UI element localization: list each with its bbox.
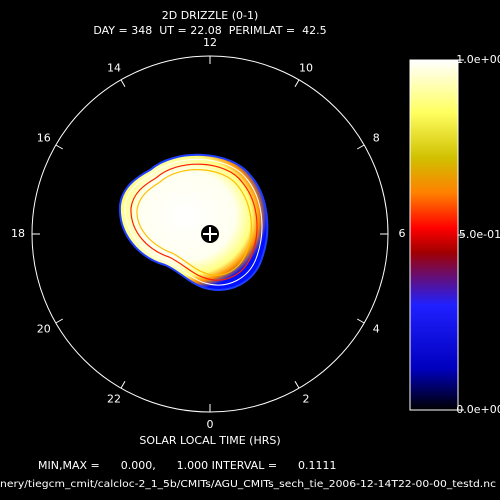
hour-label: 8 — [373, 132, 380, 145]
title: 2D DRIZZLE (0-1) — [162, 9, 259, 22]
hour-label: 2 — [303, 392, 310, 405]
colorbar-label: 5.0e-01 — [459, 228, 500, 241]
colorbar-label: 0.0e+00 — [456, 403, 500, 416]
hour-label: 4 — [373, 323, 380, 336]
pole-cross — [203, 227, 217, 241]
x-label: SOLAR LOCAL TIME (HRS) — [139, 434, 280, 447]
footer: MIN,MAX = 0.000, 1.000 INTERVAL = 0.1111 — [38, 459, 337, 472]
subtitle: DAY = 348 UT = 22.08 PERIMLAT = 42.5 — [93, 24, 326, 37]
file-path: nery/tiegcm_cmit/calcloc-2_1_5b/CMITs/AG… — [0, 479, 496, 490]
hour-label: 0 — [207, 418, 214, 431]
hour-tick — [356, 318, 365, 324]
hour-tick — [55, 318, 64, 324]
hour-tick — [294, 79, 300, 88]
hour-tick — [55, 144, 64, 150]
drizzle-blob — [118, 153, 269, 291]
colorbar-label: 1.0e+00 — [456, 53, 500, 66]
hour-label: 16 — [37, 132, 51, 145]
hour-tick — [120, 380, 126, 389]
hour-label: 6 — [399, 227, 406, 240]
hour-label: 20 — [37, 323, 51, 336]
hour-label: 14 — [107, 62, 121, 75]
hour-label: 10 — [299, 62, 313, 75]
hour-tick — [294, 380, 300, 389]
colorbar — [409, 59, 459, 411]
hour-tick — [120, 79, 126, 88]
hour-label: 12 — [203, 36, 217, 49]
hour-label: 22 — [107, 392, 121, 405]
hour-label: 18 — [11, 227, 25, 240]
hour-tick — [356, 144, 365, 150]
